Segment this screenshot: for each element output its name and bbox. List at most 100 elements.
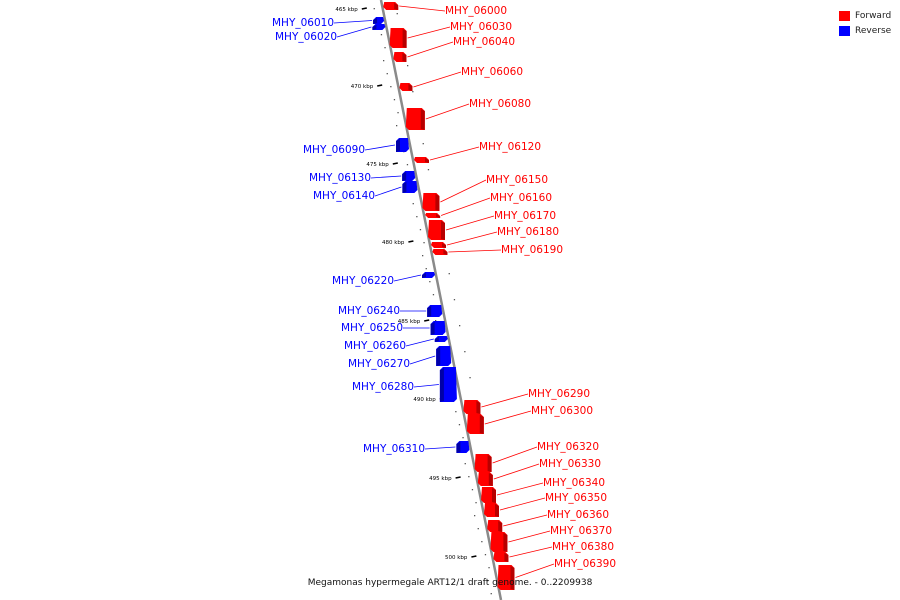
stipple-dot — [464, 463, 466, 465]
gene-label[interactable]: MHY_06380 — [552, 541, 614, 553]
gene-shape[interactable] — [466, 414, 484, 434]
gene-label[interactable]: MHY_06040 — [453, 36, 515, 48]
gene-label[interactable]: MHY_06180 — [497, 226, 559, 238]
gene-mhy-06340[interactable]: MHY_06340 — [481, 477, 605, 503]
gene-mhy-06090[interactable]: MHY_06090 — [303, 138, 409, 156]
gene-mhy-06160[interactable]: MHY_06160 — [425, 192, 552, 218]
gene-mhy-06030[interactable]: MHY_06030 — [389, 21, 512, 48]
gene-shape[interactable] — [497, 565, 515, 590]
gene-label[interactable]: MHY_06310 — [363, 443, 425, 455]
gene-mhy-06310[interactable]: MHY_06310 — [363, 441, 470, 455]
gene-label[interactable]: MHY_06190 — [501, 244, 563, 256]
gene-shade — [495, 504, 499, 517]
gene-shape[interactable] — [428, 220, 445, 240]
gene-shade — [492, 488, 496, 503]
gene-label[interactable]: MHY_06360 — [547, 509, 609, 521]
gene-label[interactable]: MHY_06270 — [348, 358, 410, 370]
gene-mhy-06150[interactable]: MHY_06150 — [422, 174, 548, 211]
gene-mhy-06140[interactable]: MHY_06140 — [313, 181, 418, 202]
gene-shape[interactable] — [439, 367, 457, 402]
gene-label[interactable]: MHY_06030 — [450, 21, 512, 33]
gene-mhy-06240[interactable]: MHY_06240 — [338, 305, 443, 317]
gene-mhy-06130[interactable]: MHY_06130 — [309, 171, 416, 184]
gene-label[interactable]: MHY_06130 — [309, 172, 371, 184]
gene-label[interactable]: MHY_06060 — [461, 66, 523, 78]
stipple-dot — [390, 86, 392, 88]
gene-mhy-06370[interactable]: MHY_06370 — [490, 525, 612, 552]
gene-label[interactable]: MHY_06240 — [338, 305, 400, 317]
gene-leader-line — [515, 563, 555, 578]
gene-label[interactable]: MHY_06370 — [550, 525, 612, 537]
gene-label[interactable]: MHY_06090 — [303, 144, 365, 156]
gene-shape[interactable] — [422, 193, 440, 211]
gene-mhy-06040[interactable]: MHY_06040 — [393, 36, 515, 62]
gene-label[interactable]: MHY_06000 — [445, 5, 507, 17]
gene-label[interactable]: MHY_06390 — [554, 558, 616, 570]
gene-label[interactable]: MHY_06020 — [275, 31, 337, 43]
gene-label[interactable]: MHY_06080 — [469, 98, 531, 110]
gene-label[interactable]: MHY_06120 — [479, 141, 541, 153]
gene-mhy-06300[interactable]: MHY_06300 — [466, 405, 593, 434]
gene-mhy-06020[interactable]: MHY_06020 — [275, 24, 386, 43]
stipple-dot — [459, 325, 461, 327]
gene-label[interactable]: MHY_06350 — [545, 492, 607, 504]
gene-mhy-06080[interactable]: MHY_06080 — [405, 98, 531, 130]
stipple-dot — [380, 34, 383, 36]
gene-shade — [439, 368, 444, 402]
stipple-dot — [462, 437, 464, 439]
gene-mhy-06000[interactable]: MHY_06000 — [383, 2, 507, 17]
gene-shape[interactable] — [490, 532, 508, 552]
gene-label[interactable]: MHY_06290 — [528, 388, 590, 400]
gene-shade — [396, 139, 400, 152]
gene-label[interactable]: MHY_06160 — [490, 192, 552, 204]
stipple-dot — [406, 164, 409, 166]
gene-mhy-06220[interactable]: MHY_06220 — [332, 272, 435, 287]
stipple-dot — [397, 112, 399, 114]
gene-mhy-06180[interactable]: MHY_06180 — [431, 226, 559, 248]
scale-tick-label: 495 kbp — [429, 476, 452, 482]
gene-mhy-06120[interactable]: MHY_06120 — [414, 141, 541, 163]
gene-mhy-06330[interactable]: MHY_06330 — [477, 458, 601, 486]
gene-label[interactable]: MHY_06340 — [543, 477, 605, 489]
gene-label[interactable]: MHY_06140 — [313, 190, 375, 202]
gene-label[interactable]: MHY_06330 — [539, 458, 601, 470]
scale-tick-label: 490 kbp — [413, 397, 436, 403]
gene-mhy-06170[interactable]: MHY_06170 — [428, 210, 556, 240]
gene-shape[interactable] — [474, 454, 492, 472]
gene-mhy-06350[interactable]: MHY_06350 — [484, 492, 607, 517]
gene-mhy-06390[interactable]: MHY_06390 — [497, 558, 617, 590]
gene-mhy-06250[interactable]: MHY_06250 — [341, 321, 446, 335]
gene-label[interactable]: MHY_06250 — [341, 322, 403, 334]
scale-tick-label: 500 kbp — [445, 555, 468, 561]
gene-mhy-06270[interactable]: MHY_06270 — [348, 346, 452, 370]
gene-leader-line — [409, 355, 436, 365]
gene-mhy-06280[interactable]: MHY_06280 — [352, 367, 457, 402]
gene-label[interactable]: MHY_06300 — [531, 405, 593, 417]
gene-leader-line — [405, 338, 434, 347]
gene-mhy-06320[interactable]: MHY_06320 — [474, 441, 599, 472]
gene-label[interactable]: MHY_06220 — [332, 275, 394, 287]
stipple-dot — [453, 299, 456, 301]
gene-label[interactable]: MHY_06150 — [486, 174, 548, 186]
gene-shape[interactable] — [389, 28, 407, 48]
stipple-dot — [386, 73, 388, 75]
gene-label[interactable]: MHY_06320 — [537, 441, 599, 453]
gene-mhy-06010[interactable]: MHY_06010 — [272, 17, 385, 29]
gene-label[interactable]: MHY_06280 — [352, 381, 414, 393]
gene-shape[interactable] — [405, 108, 425, 130]
gene-label[interactable]: MHY_06010 — [272, 17, 334, 29]
gene-mhy-06190[interactable]: MHY_06190 — [432, 244, 563, 256]
scale-tick — [361, 7, 367, 10]
gene-leader-line — [413, 71, 462, 88]
gene-mhy-06360[interactable]: MHY_06360 — [487, 509, 609, 532]
gene-mhy-06260[interactable]: MHY_06260 — [344, 336, 448, 352]
gene-mhy-06290[interactable]: MHY_06290 — [463, 388, 590, 414]
gene-mhy-06380[interactable]: MHY_06380 — [493, 541, 614, 562]
gene-mhy-06060[interactable]: MHY_06060 — [399, 66, 523, 91]
gene-label[interactable]: MHY_06260 — [344, 340, 406, 352]
gene-shade — [504, 553, 509, 562]
gene-leader-line — [399, 5, 446, 12]
gene-label[interactable]: MHY_06170 — [494, 210, 556, 222]
gene-shape[interactable] — [463, 400, 481, 414]
gene-leader-line — [484, 410, 532, 425]
